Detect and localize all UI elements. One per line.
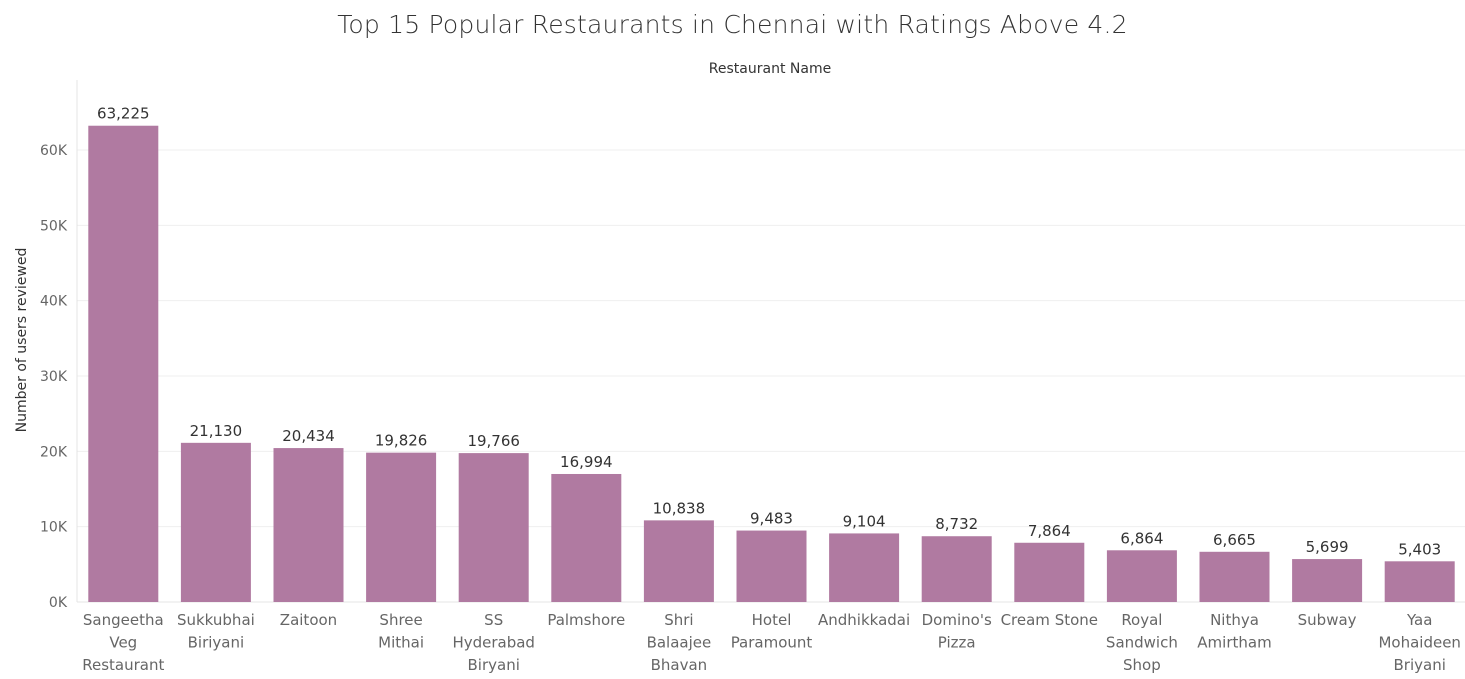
bar[interactable] bbox=[1292, 559, 1363, 602]
bar-value-label: 6,665 bbox=[1213, 531, 1256, 549]
bar[interactable] bbox=[829, 533, 900, 602]
bar-value-label: 20,434 bbox=[282, 427, 335, 445]
x-tick-label: Palmshore bbox=[547, 611, 625, 629]
y-tick-label: 40K bbox=[40, 294, 68, 310]
x-tick-label: Andhikkadai bbox=[818, 611, 910, 629]
x-axis: Sangeetha Veg Restaurant Sukkubhai Biriyani Z… bbox=[82, 611, 1461, 674]
x-tick-label-line: SS bbox=[484, 611, 503, 629]
x-tick-label: Hotel Paramount bbox=[731, 611, 813, 652]
y-tick-label: 10K bbox=[40, 520, 68, 536]
bar-value-label: 5,403 bbox=[1398, 540, 1441, 558]
bar[interactable] bbox=[921, 536, 992, 602]
x-tick-label-line: Hyderabad bbox=[452, 634, 535, 652]
x-tick-label-line: Biryani bbox=[468, 656, 520, 674]
bar[interactable] bbox=[551, 473, 622, 602]
x-tick-label-line: Royal bbox=[1121, 611, 1162, 629]
x-tick-label-line: Biriyani bbox=[188, 634, 245, 652]
y-tick-label: 30K bbox=[40, 369, 68, 385]
bar[interactable] bbox=[1199, 551, 1270, 602]
bar-value-label: 63,225 bbox=[97, 105, 150, 123]
x-tick-label-line: Mithai bbox=[378, 634, 424, 652]
bar-value-label: 19,826 bbox=[375, 432, 428, 450]
x-tick-label-line: Domino's bbox=[922, 611, 992, 629]
chart-title: Top 15 Popular Restaurants in Chennai wi… bbox=[337, 10, 1128, 39]
bar[interactable] bbox=[88, 125, 159, 602]
x-tick-label: Royal Sandwich Shop bbox=[1106, 611, 1178, 674]
bar-value-label: 5,699 bbox=[1306, 538, 1349, 556]
y-tick-label: 20K bbox=[40, 444, 68, 460]
x-tick-label: Yaa Mohaideen Briyani bbox=[1378, 611, 1460, 674]
x-tick-label: Shri Balaajee Bhavan bbox=[647, 611, 712, 674]
bar[interactable] bbox=[736, 530, 807, 602]
bar-value-label: 10,838 bbox=[653, 499, 706, 517]
value-labels: 63,225 21,130 20,434 19,826 19,766 16,994 10,8… bbox=[97, 105, 1441, 559]
x-tick-label-line: Mohaideen bbox=[1378, 634, 1460, 652]
x-tick-label-line: Shop bbox=[1123, 656, 1161, 674]
y-axis-title: Number of users reviewed bbox=[14, 248, 30, 433]
bar[interactable] bbox=[458, 453, 529, 602]
x-axis-title: Restaurant Name bbox=[709, 61, 831, 77]
x-tick-label: SS Hyderabad Biryani bbox=[452, 611, 535, 674]
bar-value-label: 8,732 bbox=[935, 515, 978, 533]
x-tick-label-line: Sukkubhai bbox=[177, 611, 255, 629]
bar-value-label: 16,994 bbox=[560, 453, 613, 471]
x-tick-label-line: Zaitoon bbox=[280, 611, 337, 629]
x-tick-label-line: Andhikkadai bbox=[818, 611, 910, 629]
x-tick-label-line: Sangeetha bbox=[83, 611, 164, 629]
y-tick-label: 50K bbox=[40, 218, 68, 234]
x-tick-label: Shree Mithai bbox=[378, 611, 424, 652]
x-tick-label-line: Shree bbox=[379, 611, 422, 629]
bar[interactable] bbox=[1384, 561, 1455, 602]
bar-value-label: 19,766 bbox=[467, 432, 520, 450]
x-tick-label-line: Bhavan bbox=[651, 656, 708, 674]
x-tick-label-line: Pizza bbox=[938, 634, 976, 652]
bar-value-label: 9,104 bbox=[843, 512, 886, 530]
x-tick-label-line: Cream Stone bbox=[1001, 611, 1098, 629]
x-tick-label-line: Briyani bbox=[1394, 656, 1446, 674]
bar[interactable] bbox=[180, 442, 251, 602]
bar-value-label: 6,864 bbox=[1120, 529, 1163, 547]
y-tick-label: 60K bbox=[40, 143, 68, 159]
y-axis: 0K 10K 20K 30K 40K 50K 60K bbox=[40, 143, 68, 611]
x-tick-label: Cream Stone bbox=[1001, 611, 1098, 629]
x-tick-label-line: Subway bbox=[1298, 611, 1357, 629]
x-tick-label: Nithya Amirtham bbox=[1197, 611, 1271, 652]
bar[interactable] bbox=[366, 452, 437, 602]
x-tick-label: Sukkubhai Biriyani bbox=[177, 611, 255, 652]
x-tick-label-line: Shri bbox=[664, 611, 693, 629]
x-tick-label-line: Paramount bbox=[731, 634, 813, 652]
x-tick-label-line: Yaa bbox=[1406, 611, 1432, 629]
x-tick-label-line: Amirtham bbox=[1197, 634, 1271, 652]
x-tick-label-line: Sandwich bbox=[1106, 634, 1178, 652]
x-tick-label-line: Restaurant bbox=[82, 656, 164, 674]
x-tick-label-line: Nithya bbox=[1210, 611, 1259, 629]
bar-value-label: 21,130 bbox=[190, 422, 243, 440]
bar-value-label: 9,483 bbox=[750, 510, 793, 528]
x-tick-label-line: Veg bbox=[109, 634, 137, 652]
bar[interactable] bbox=[643, 520, 714, 602]
x-tick-label-line: Hotel bbox=[752, 611, 792, 629]
x-tick-label: Zaitoon bbox=[280, 611, 337, 629]
bar-value-label: 7,864 bbox=[1028, 522, 1071, 540]
x-tick-label: Subway bbox=[1298, 611, 1357, 629]
x-tick-label: Sangeetha Veg Restaurant bbox=[82, 611, 164, 674]
bars bbox=[88, 125, 1455, 602]
x-tick-label-line: Balaajee bbox=[647, 634, 712, 652]
bar[interactable] bbox=[273, 448, 344, 602]
bar[interactable] bbox=[1106, 550, 1177, 602]
x-tick-label-line: Palmshore bbox=[547, 611, 625, 629]
x-tick-label: Domino's Pizza bbox=[922, 611, 992, 652]
bar[interactable] bbox=[1014, 542, 1085, 602]
y-tick-label: 0K bbox=[49, 595, 68, 611]
